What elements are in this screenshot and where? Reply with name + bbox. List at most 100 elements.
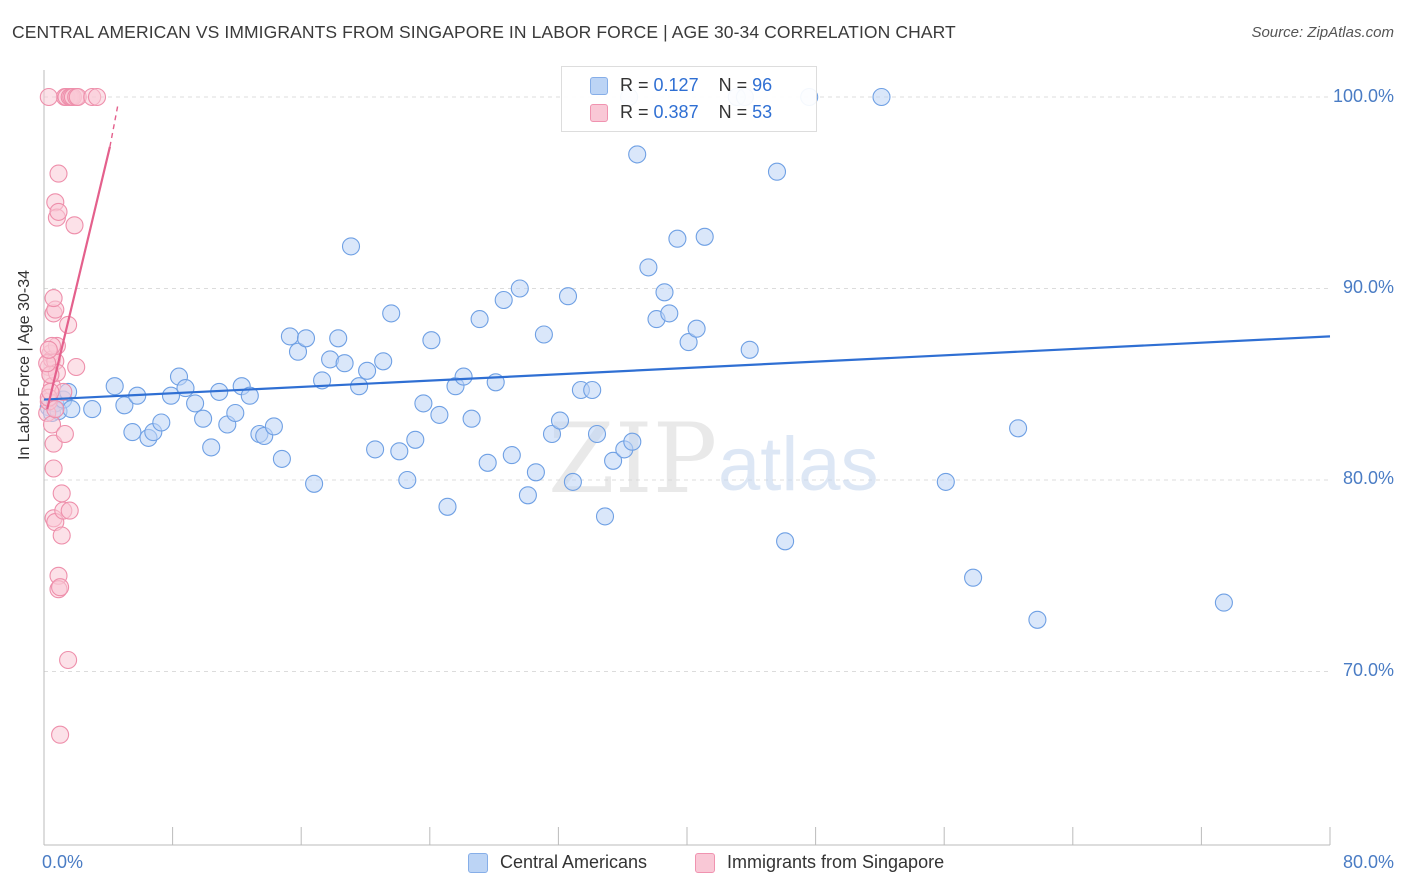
trend-line-singapore-extension <box>109 104 119 147</box>
point-central-american <box>550 411 570 430</box>
point-singapore <box>52 526 71 545</box>
watermark-zip: ZIP <box>548 403 717 515</box>
point-central-american <box>382 304 401 323</box>
y-tick-70: 70.0% <box>1342 660 1394 680</box>
point-singapore <box>44 289 63 308</box>
stats-n-label: N = <box>718 102 748 122</box>
y-tick-90: 90.0% <box>1342 277 1394 297</box>
stats-r-label: R = <box>620 102 649 122</box>
point-central-american <box>264 417 283 436</box>
point-central-american <box>329 329 348 348</box>
point-central-american <box>470 310 489 329</box>
point-central-american <box>478 453 497 472</box>
stats-n-label: N = <box>718 75 748 95</box>
point-central-american <box>1009 419 1028 438</box>
point-central-american <box>1214 593 1233 612</box>
point-central-american <box>454 367 473 386</box>
point-central-american <box>176 379 195 398</box>
stats-r-value: 0.387 <box>653 102 699 122</box>
point-central-american <box>776 532 795 551</box>
point-singapore <box>39 340 58 359</box>
point-central-american <box>186 394 205 413</box>
point-singapore <box>51 578 70 597</box>
point-central-american <box>740 340 759 359</box>
point-central-american <box>390 442 409 461</box>
point-singapore <box>39 87 58 107</box>
point-singapore <box>44 459 63 478</box>
point-central-american <box>341 237 361 256</box>
point-central-american <box>587 424 607 444</box>
legend-swatch-pink <box>695 853 715 873</box>
point-central-american <box>518 486 537 505</box>
stats-swatch-pink <box>590 104 608 122</box>
x-tick-0: 0.0% <box>42 852 84 872</box>
point-central-american <box>583 380 602 400</box>
x-tick-80: 80.0% <box>1342 852 1394 872</box>
point-central-american <box>595 507 615 526</box>
point-central-american <box>494 290 513 310</box>
point-central-american <box>679 333 698 352</box>
point-central-american <box>374 352 393 371</box>
point-central-american <box>83 400 102 419</box>
point-central-american <box>152 413 171 432</box>
y-tick-100: 100.0% <box>1332 86 1394 106</box>
chart-source: Source: ZipAtlas.com <box>1251 24 1394 41</box>
point-central-american <box>398 470 417 490</box>
point-central-american <box>305 474 324 493</box>
point-singapore <box>49 164 68 183</box>
point-central-american <box>194 409 213 428</box>
point-central-american <box>288 342 308 361</box>
stats-n-value: 96 <box>752 75 773 95</box>
point-central-american <box>628 145 647 164</box>
point-central-american <box>558 287 578 306</box>
point-central-american <box>406 430 425 449</box>
point-central-american <box>660 304 679 323</box>
point-central-american <box>414 394 433 413</box>
legend-label: Central Americans <box>500 852 648 872</box>
trend-line-singapore <box>46 146 111 410</box>
point-central-american <box>526 463 545 482</box>
point-central-american <box>604 451 623 470</box>
point-central-american <box>936 472 955 491</box>
point-central-american <box>62 400 81 419</box>
stats-n-value: 53 <box>752 102 773 122</box>
point-central-american <box>668 229 687 248</box>
point-central-american <box>240 386 259 405</box>
point-singapore <box>67 357 86 377</box>
point-central-american <box>964 568 983 587</box>
point-central-american <box>462 409 481 428</box>
point-central-american <box>115 396 134 415</box>
point-singapore <box>55 424 74 444</box>
point-central-american <box>105 377 124 396</box>
point-singapore <box>59 650 78 670</box>
point-central-american <box>280 327 299 346</box>
point-singapore <box>60 501 79 520</box>
point-central-american <box>767 162 787 181</box>
point-central-american <box>358 361 377 380</box>
point-central-american <box>366 440 385 459</box>
point-central-american <box>563 472 582 491</box>
trend-line-central-americans <box>43 335 1331 401</box>
point-central-american <box>296 329 316 348</box>
point-central-american <box>161 386 181 405</box>
point-central-american <box>335 354 354 373</box>
point-central-american <box>350 377 369 396</box>
data-points <box>38 87 1233 744</box>
point-central-american <box>623 432 642 451</box>
legend-label: Immigrants from Singapore <box>727 852 945 872</box>
point-singapore <box>49 202 68 221</box>
point-central-american <box>687 319 706 338</box>
point-central-american <box>510 279 529 298</box>
point-central-american <box>438 497 457 516</box>
watermark-atlas: atlas <box>718 422 879 507</box>
point-central-american <box>502 446 521 465</box>
chart-title: CENTRAL AMERICAN VS IMMIGRANTS FROM SING… <box>12 22 956 42</box>
point-central-american <box>534 325 553 344</box>
point-central-american <box>639 258 658 277</box>
point-singapore <box>87 87 107 107</box>
point-central-american <box>422 331 441 350</box>
point-central-american <box>123 423 142 442</box>
point-central-american <box>430 405 449 424</box>
y-axis-label: In Labor Force | Age 30-34 <box>16 269 33 460</box>
